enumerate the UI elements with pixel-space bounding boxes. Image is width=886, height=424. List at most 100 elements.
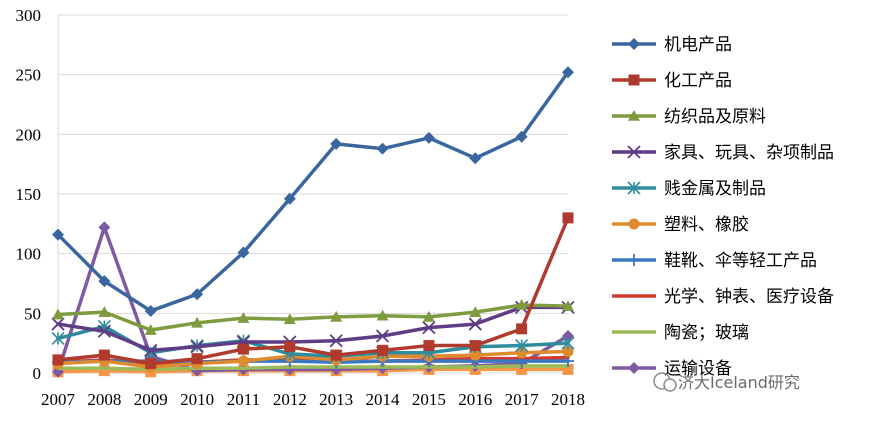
series-line — [56, 364, 570, 372]
data-point — [191, 353, 203, 365]
data-point — [515, 130, 528, 143]
legend-label: 化工产品 — [664, 71, 732, 91]
data-point — [98, 221, 111, 234]
data-point — [97, 324, 112, 338]
data-point — [562, 330, 574, 343]
data-point — [469, 152, 482, 165]
data-point — [283, 192, 296, 205]
data-point — [628, 38, 640, 50]
data-point — [98, 306, 111, 317]
data-point — [52, 354, 64, 366]
x-tick-label: 2018 — [551, 390, 585, 409]
data-point — [237, 343, 249, 355]
data-point — [237, 246, 250, 259]
data-point — [515, 338, 529, 353]
legend: 机电产品化工产品纺织品及原料家具、玩具、杂项制品贱金属及制品塑料、橡胶鞋靴、伞等… — [612, 35, 834, 379]
data-point — [627, 181, 641, 195]
legend-label: 塑料、橡胶 — [664, 215, 749, 235]
series-line — [56, 216, 570, 366]
data-point — [516, 347, 528, 359]
legend-item: 家具、玩具、杂项制品 — [612, 143, 834, 163]
data-point — [190, 340, 204, 354]
data-point — [377, 344, 389, 356]
gridlines — [58, 14, 568, 314]
series-line — [56, 349, 570, 369]
legend-item: 鞋靴、伞等轻工产品 — [612, 251, 817, 271]
data-point — [329, 334, 343, 348]
data-point — [330, 349, 342, 361]
data-point — [51, 317, 65, 331]
data-point — [562, 346, 574, 358]
data-point — [98, 349, 110, 361]
y-tick-label: 300 — [16, 6, 42, 25]
data-point — [627, 145, 641, 159]
data-point — [376, 142, 389, 155]
legend-label: 家具、玩具、杂项制品 — [664, 143, 834, 163]
data-point — [562, 212, 574, 224]
data-point — [628, 254, 640, 266]
data-point — [330, 310, 343, 322]
data-point — [469, 340, 481, 352]
data-point — [237, 355, 249, 367]
data-point — [191, 288, 204, 301]
x-tick-label: 2017 — [505, 390, 540, 409]
data-point — [422, 131, 435, 144]
series-3 — [52, 298, 574, 335]
data-point — [423, 340, 435, 352]
data-point — [469, 349, 481, 361]
y-tick-label: 0 — [33, 364, 42, 383]
legend-label: 纺织品及原料 — [664, 107, 766, 127]
legend-label: 贱金属及制品 — [664, 179, 766, 199]
legend-label: 鞋靴、伞等轻工产品 — [664, 251, 817, 271]
data-point — [284, 341, 296, 353]
data-point — [628, 218, 640, 230]
y-tick-label: 250 — [16, 66, 42, 85]
x-tick-label: 2011 — [227, 390, 260, 409]
data-point — [330, 137, 343, 150]
data-point — [515, 298, 528, 310]
data-point — [375, 329, 390, 343]
data-point — [628, 362, 640, 374]
x-tick-label: 2013 — [319, 390, 353, 409]
legend-label: 运输设备 — [664, 359, 732, 379]
watermark-text: 济大Iceland研究 — [678, 373, 800, 392]
x-tick-label: 2007 — [41, 390, 76, 409]
legend-label: 光学、钟表、医疗设备 — [664, 287, 834, 307]
x-tick-label: 2008 — [87, 390, 121, 409]
data-point — [283, 313, 296, 325]
data-point — [562, 300, 574, 311]
legend-item: 纺织品及原料 — [612, 107, 766, 127]
legend-label: 陶瓷；玻璃 — [664, 323, 749, 343]
legend-label: 机电产品 — [664, 35, 732, 55]
x-tick-label: 2010 — [180, 390, 214, 409]
legend-item: 化工产品 — [612, 71, 732, 91]
legend-item: 贱金属及制品 — [612, 179, 766, 199]
data-point — [422, 310, 435, 322]
y-tick-label: 50 — [24, 304, 41, 323]
x-tick-label: 2012 — [273, 390, 307, 409]
legend-item: 运输设备 — [612, 359, 732, 379]
data-point — [98, 365, 110, 377]
series-1 — [52, 66, 574, 317]
data-point — [144, 324, 157, 335]
data-point — [191, 316, 204, 328]
series-layer — [51, 66, 575, 378]
data-point — [237, 312, 250, 323]
x-tick-label: 2015 — [412, 390, 446, 409]
data-point — [422, 321, 436, 335]
series-9 — [56, 364, 570, 372]
data-point — [561, 336, 575, 350]
series-line — [56, 303, 570, 332]
y-tick-label: 100 — [16, 245, 42, 264]
x-tick-label: 2009 — [134, 390, 168, 409]
data-point — [562, 363, 574, 375]
data-point — [52, 308, 64, 320]
data-point — [562, 66, 574, 79]
data-point — [469, 306, 482, 317]
legend-item: 塑料、橡胶 — [612, 215, 749, 235]
data-point — [52, 228, 64, 241]
data-point — [516, 323, 528, 335]
series-line — [56, 305, 570, 353]
legend-item: 机电产品 — [612, 35, 732, 55]
